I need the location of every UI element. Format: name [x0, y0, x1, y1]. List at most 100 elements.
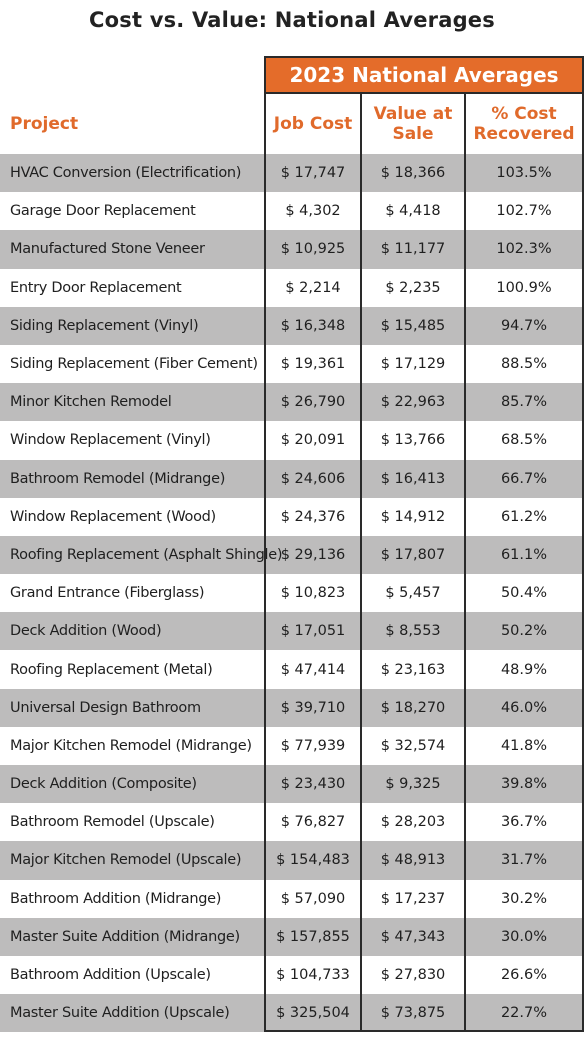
table-bottom-rule: [264, 1030, 584, 1032]
project-name-cell: Grand Entrance (Fiberglass): [10, 585, 205, 602]
job-cost-cell: $ 24,606: [264, 459, 360, 498]
project-name-cell: Minor Kitchen Remodel: [10, 394, 172, 411]
value-at-sale-cell: $ 11,177: [360, 230, 464, 269]
value-at-sale-cell: $ 23,163: [360, 650, 464, 689]
percent-recovered-cell: 50.4%: [464, 574, 584, 613]
value-at-sale-cell: $ 13,766: [360, 421, 464, 460]
job-cost-cell: $ 10,925: [264, 230, 360, 269]
project-name-cell: Siding Replacement (Vinyl): [10, 317, 199, 334]
header-project: Project: [10, 114, 79, 134]
job-cost-cell: $ 20,091: [264, 421, 360, 460]
table-row: Siding Replacement (Vinyl) $ 16,348 $ 15,4…: [0, 306, 584, 345]
table-row: Master Suite Addition (Upscale) $ 325,504…: [0, 994, 584, 1033]
job-cost-cell: $ 16,348: [264, 306, 360, 345]
table-row: Bathroom Addition (Midrange) $ 57,090 $ 17…: [0, 879, 584, 918]
value-at-sale-cell: $ 15,485: [360, 306, 464, 345]
job-cost-cell: $ 17,051: [264, 612, 360, 651]
job-cost-cell: $ 17,747: [264, 154, 360, 193]
value-at-sale-cell: $ 4,418: [360, 192, 464, 231]
project-name-cell: Deck Addition (Composite): [10, 776, 197, 793]
percent-recovered-cell: 61.2%: [464, 497, 584, 536]
table-row: Window Replacement (Vinyl) $ 20,091 $ 13,7…: [0, 421, 584, 460]
job-cost-cell: $ 10,823: [264, 574, 360, 613]
percent-recovered-cell: 48.9%: [464, 650, 584, 689]
value-at-sale-cell: $ 2,235: [360, 268, 464, 307]
value-at-sale-cell: $ 47,343: [360, 917, 464, 956]
header-value-at-sale: Value at Sale: [360, 94, 464, 154]
percent-recovered-cell: 88.5%: [464, 344, 584, 384]
job-cost-cell: $ 4,302: [264, 192, 360, 231]
percent-recovered-cell: 30.0%: [464, 917, 584, 956]
job-cost-cell: $ 57,090: [264, 879, 360, 918]
table-row: Major Kitchen Remodel (Midrange) $ 77,939…: [0, 726, 584, 765]
table-row: Universal Design Bathroom $ 39,710 $ 18,27…: [0, 688, 584, 727]
project-name-cell: Major Kitchen Remodel (Upscale): [10, 852, 242, 869]
project-name-cell: Entry Door Replacement: [10, 279, 182, 296]
table-row: Grand Entrance (Fiberglass) $ 10,823 $ 5,4…: [0, 574, 584, 613]
project-name-cell: Siding Replacement (Fiber Cement): [10, 356, 258, 373]
table-row: Master Suite Addition (Midrange) $ 157,85…: [0, 917, 584, 956]
chart-title: Cost vs. Value: National Averages: [89, 8, 495, 32]
project-name-cell: HVAC Conversion (Electrification): [10, 165, 242, 182]
value-at-sale-cell: $ 48,913: [360, 841, 464, 880]
project-name-cell: Roofing Replacement (Asphalt Shingle): [10, 546, 283, 563]
value-at-sale-cell: $ 5,457: [360, 574, 464, 613]
project-name-cell: Manufactured Stone Veneer: [10, 241, 205, 258]
project-name-cell: Major Kitchen Remodel (Midrange): [10, 737, 252, 754]
job-cost-cell: $ 325,504: [264, 994, 360, 1033]
table-row: Entry Door Replacement $ 2,214 $ 2,235 100.…: [0, 268, 584, 307]
table-body: HVAC Conversion (Electrification) $ 17,74…: [0, 154, 584, 1033]
percent-recovered-cell: 50.2%: [464, 612, 584, 651]
table-row: HVAC Conversion (Electrification) $ 17,74…: [0, 154, 584, 193]
project-name-cell: Master Suite Addition (Upscale): [10, 1005, 230, 1022]
percent-recovered-cell: 31.7%: [464, 841, 584, 880]
table-row: Garage Door Replacement $ 4,302 $ 4,418 102…: [0, 192, 584, 231]
project-name-cell: Window Replacement (Vinyl): [10, 432, 211, 449]
value-at-sale-cell: $ 22,963: [360, 383, 464, 422]
value-at-sale-cell: $ 14,912: [360, 497, 464, 536]
value-at-sale-cell: $ 73,875: [360, 994, 464, 1033]
percent-recovered-cell: 61.1%: [464, 535, 584, 575]
table-row: Roofing Replacement (Asphalt Shingle) $ 2…: [0, 535, 584, 575]
value-at-sale-cell: $ 16,413: [360, 459, 464, 498]
percent-recovered-cell: 100.9%: [464, 268, 584, 307]
percent-recovered-cell: 41.8%: [464, 726, 584, 765]
table-row: Manufactured Stone Veneer $ 10,925 $ 11,17…: [0, 230, 584, 269]
project-name-cell: Bathroom Remodel (Upscale): [10, 814, 215, 831]
job-cost-cell: $ 47,414: [264, 650, 360, 689]
table-row: Siding Replacement (Fiber Cement) $ 19,36…: [0, 344, 584, 384]
percent-recovered-cell: 68.5%: [464, 421, 584, 460]
percent-recovered-cell: 102.7%: [464, 192, 584, 231]
percent-recovered-cell: 102.3%: [464, 230, 584, 269]
table-row: Major Kitchen Remodel (Upscale) $ 154,483…: [0, 841, 584, 880]
value-at-sale-cell: $ 17,807: [360, 535, 464, 575]
project-name-cell: Deck Addition (Wood): [10, 623, 162, 640]
job-cost-cell: $ 23,430: [264, 765, 360, 804]
percent-recovered-cell: 36.7%: [464, 803, 584, 842]
percent-recovered-cell: 30.2%: [464, 879, 584, 918]
table-row: Window Replacement (Wood) $ 24,376 $ 14,91…: [0, 497, 584, 536]
table-row: Bathroom Addition (Upscale) $ 104,733 $ 27…: [0, 955, 584, 995]
table-row: Minor Kitchen Remodel $ 26,790 $ 22,963 85.…: [0, 383, 584, 422]
value-at-sale-cell: $ 27,830: [360, 955, 464, 995]
percent-recovered-cell: 22.7%: [464, 994, 584, 1033]
header-job-cost: Job Cost: [264, 94, 360, 154]
percent-recovered-cell: 66.7%: [464, 459, 584, 498]
table-row: Bathroom Remodel (Upscale) $ 76,827 $ 28,2…: [0, 803, 584, 842]
value-at-sale-cell: $ 9,325: [360, 765, 464, 804]
job-cost-cell: $ 26,790: [264, 383, 360, 422]
job-cost-cell: $ 29,136: [264, 535, 360, 575]
value-at-sale-cell: $ 17,237: [360, 879, 464, 918]
job-cost-cell: $ 104,733: [264, 955, 360, 995]
value-at-sale-cell: $ 18,270: [360, 688, 464, 727]
job-cost-cell: $ 76,827: [264, 803, 360, 842]
job-cost-cell: $ 77,939: [264, 726, 360, 765]
table-row: Bathroom Remodel (Midrange) $ 24,606 $ 16,…: [0, 459, 584, 498]
value-at-sale-cell: $ 18,366: [360, 154, 464, 193]
project-name-cell: Window Replacement (Wood): [10, 508, 216, 525]
table-row: Deck Addition (Composite) $ 23,430 $ 9,325…: [0, 765, 584, 804]
job-cost-cell: $ 157,855: [264, 917, 360, 956]
table-row: Roofing Replacement (Metal) $ 47,414 $ 23,…: [0, 650, 584, 689]
project-name-cell: Bathroom Addition (Midrange): [10, 890, 222, 907]
percent-recovered-cell: 39.8%: [464, 765, 584, 804]
